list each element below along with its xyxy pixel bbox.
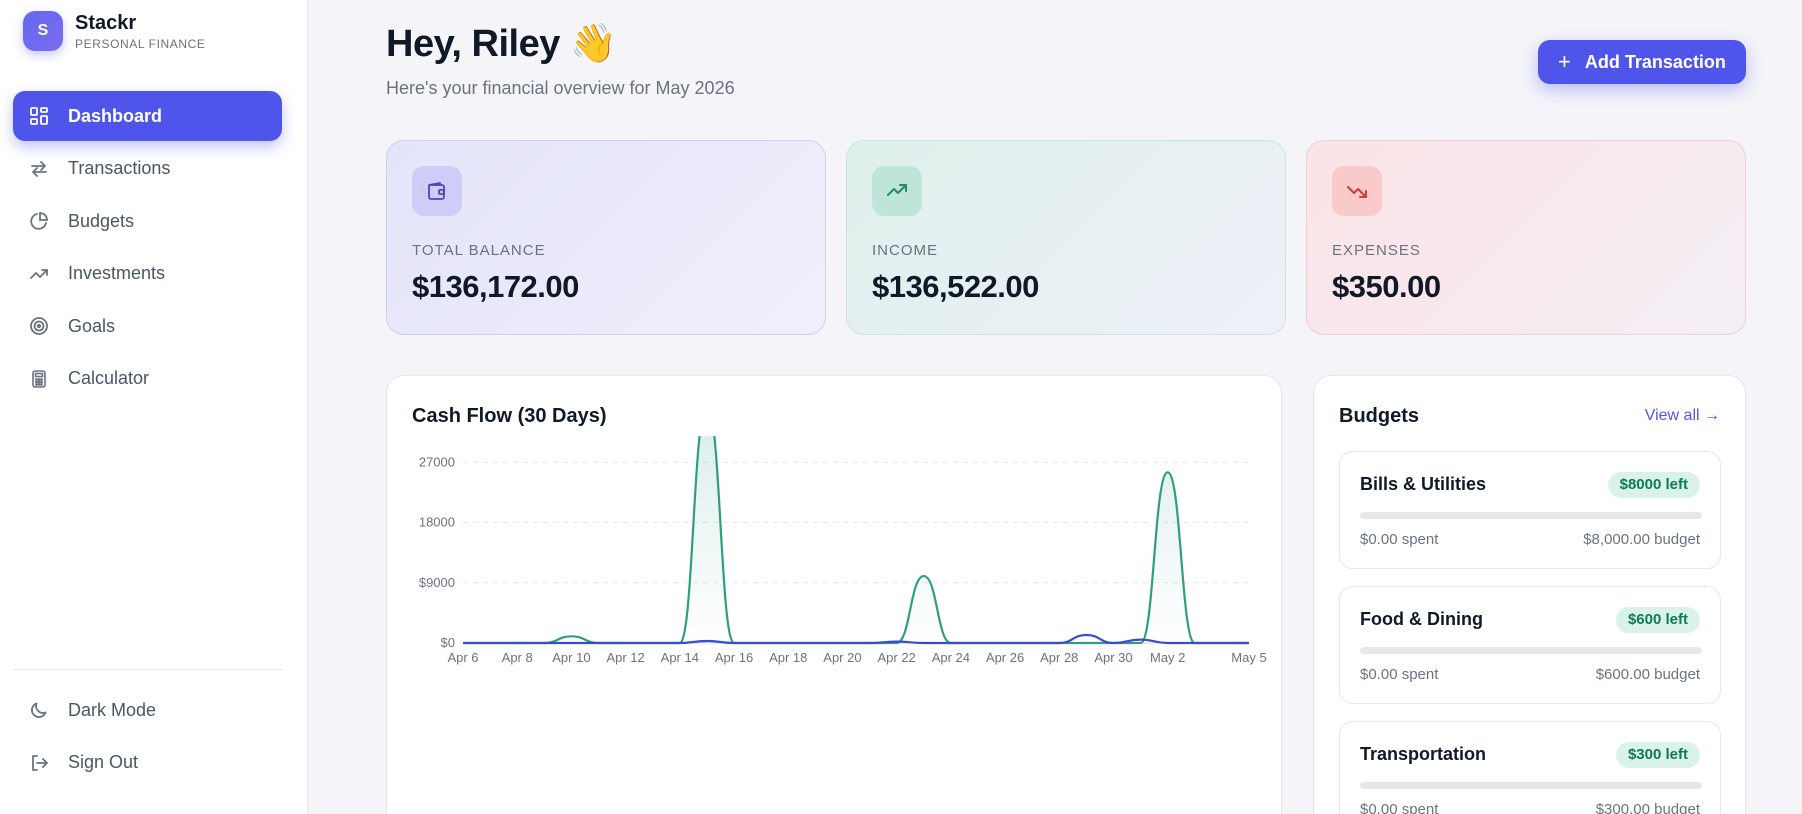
plus-icon: + <box>1558 49 1571 74</box>
trending-down-icon <box>1332 166 1382 216</box>
nav-item-calculator[interactable]: Calculator <box>13 354 282 404</box>
dark-mode-toggle[interactable]: Dark Mode <box>13 685 282 735</box>
x-tick-label: Apr 6 <box>447 650 478 665</box>
stat-value: $136,172.00 <box>412 269 579 304</box>
budgets-panel: Budgets View all → Bills & Utilities $80… <box>1313 375 1746 814</box>
x-tick-label: Apr 18 <box>769 650 807 665</box>
y-tick-label: $0 <box>441 635 455 650</box>
x-tick-label: Apr 20 <box>823 650 861 665</box>
budget-spent: $0.00 spent <box>1360 801 1439 814</box>
wallet-icon <box>412 166 462 216</box>
page-subtitle: Here's your financial overview for May 2… <box>386 78 735 98</box>
budget-name: Transportation <box>1360 744 1487 764</box>
budget-name: Food & Dining <box>1360 609 1483 629</box>
budget-name: Bills & Utilities <box>1360 474 1487 494</box>
nav-label: Dashboard <box>68 105 163 126</box>
brand-name: Stackr <box>75 11 137 34</box>
expenses-card: EXPENSES $350.00 <box>1306 140 1746 335</box>
budget-item-bills[interactable]: Bills & Utilities $8000 left $0.00 spent… <box>1339 451 1721 569</box>
x-tick-label: Apr 8 <box>502 650 533 665</box>
brand-subtitle: PERSONAL FINANCE <box>75 36 206 51</box>
arrows-swap-icon <box>28 158 50 180</box>
moon-icon <box>28 699 50 721</box>
expense-series-line <box>462 633 1249 645</box>
y-tick-label: 18000 <box>419 515 455 530</box>
nav-label: Investments <box>68 263 166 283</box>
nav-item-transactions[interactable]: Transactions <box>13 144 282 194</box>
x-tick-label: Apr 26 <box>986 650 1024 665</box>
nav-item-budgets[interactable]: Budgets <box>13 196 282 246</box>
x-tick-label: Apr 30 <box>1094 650 1132 665</box>
trending-up-icon <box>872 166 922 216</box>
sidebar-divider <box>13 669 283 670</box>
view-all-budgets-link[interactable]: View all → <box>1644 407 1720 424</box>
page-title: Hey, Riley 👋 <box>386 23 617 65</box>
nav-item-goals[interactable]: Goals <box>13 301 282 351</box>
nav-label: Budgets <box>68 210 135 231</box>
nav-item-investments[interactable]: Investments <box>13 249 282 299</box>
sign-out-icon <box>28 752 50 774</box>
sign-out-button[interactable]: Sign Out <box>13 738 282 788</box>
grid-icon <box>28 105 50 127</box>
brand-logo: S <box>23 11 63 51</box>
budget-remaining-badge: $300 left <box>1615 742 1700 768</box>
nav-label: Calculator <box>68 368 150 388</box>
add-transaction-button[interactable]: + Add Transaction <box>1538 40 1746 84</box>
nav-label: Goals <box>68 315 116 336</box>
budget-remaining-badge: $8000 left <box>1607 472 1700 498</box>
cash-flow-title: Cash Flow (30 Days) <box>412 405 607 427</box>
x-tick-label: May 5 <box>1231 650 1266 665</box>
x-tick-label: May 2 <box>1150 650 1185 665</box>
x-tick-label: Apr 12 <box>606 650 644 665</box>
budget-total: $300.00 budget <box>1595 801 1700 814</box>
stat-label: EXPENSES <box>1332 242 1421 259</box>
main-nav: Dashboard Transactions Budgets Investmen… <box>13 91 282 406</box>
budget-spent: $0.00 spent <box>1360 666 1439 683</box>
stat-value: $350.00 <box>1332 269 1441 304</box>
x-tick-label: Apr 16 <box>715 650 753 665</box>
income-series-line <box>462 436 1249 645</box>
stat-label: INCOME <box>872 242 938 259</box>
x-tick-label: Apr 14 <box>661 650 699 665</box>
budget-item-food[interactable]: Food & Dining $600 left $0.00 spent $600… <box>1339 586 1721 704</box>
nav-label: Sign Out <box>68 752 139 772</box>
sidebar: S Stackr PERSONAL FINANCE Dashboard Tran… <box>0 0 308 814</box>
y-tick-label: $9000 <box>419 575 455 590</box>
bottom-nav: Dark Mode Sign Out <box>13 685 282 790</box>
income-area <box>463 436 1249 643</box>
calculator-icon <box>28 368 50 390</box>
budget-total: $8,000.00 budget <box>1583 531 1700 548</box>
budget-progress-bar <box>1360 647 1702 654</box>
add-transaction-label: Add Transaction <box>1584 51 1726 72</box>
x-tick-label: Apr 28 <box>1040 650 1078 665</box>
pie-chart-icon <box>28 210 50 232</box>
x-tick-label: Apr 10 <box>552 650 590 665</box>
income-card: INCOME $136,522.00 <box>846 140 1286 335</box>
brand[interactable]: S Stackr PERSONAL FINANCE <box>23 11 206 51</box>
budget-remaining-badge: $600 left <box>1615 607 1700 633</box>
budget-item-transportation[interactable]: Transportation $300 left $0.00 spent $30… <box>1339 721 1721 814</box>
x-tick-label: Apr 22 <box>877 650 915 665</box>
x-tick-label: Apr 24 <box>932 650 970 665</box>
stat-value: $136,522.00 <box>872 269 1039 304</box>
nav-item-dashboard[interactable]: Dashboard <box>13 91 282 141</box>
nav-label: Transactions <box>68 158 171 178</box>
y-tick-label: 27000 <box>419 454 455 469</box>
total-balance-card: TOTAL BALANCE $136,172.00 <box>386 140 826 335</box>
stat-label: TOTAL BALANCE <box>412 242 546 259</box>
nav-label: Dark Mode <box>68 699 157 720</box>
target-icon <box>28 315 50 337</box>
budget-progress-bar <box>1360 782 1702 789</box>
budget-total: $600.00 budget <box>1595 666 1700 683</box>
budget-spent: $0.00 spent <box>1360 531 1439 548</box>
trending-up-icon <box>28 263 50 285</box>
cash-flow-panel: Cash Flow (30 Days) $0$90001800027000360… <box>386 375 1282 814</box>
budgets-title: Budgets <box>1339 405 1419 427</box>
budget-progress-bar <box>1360 512 1702 519</box>
